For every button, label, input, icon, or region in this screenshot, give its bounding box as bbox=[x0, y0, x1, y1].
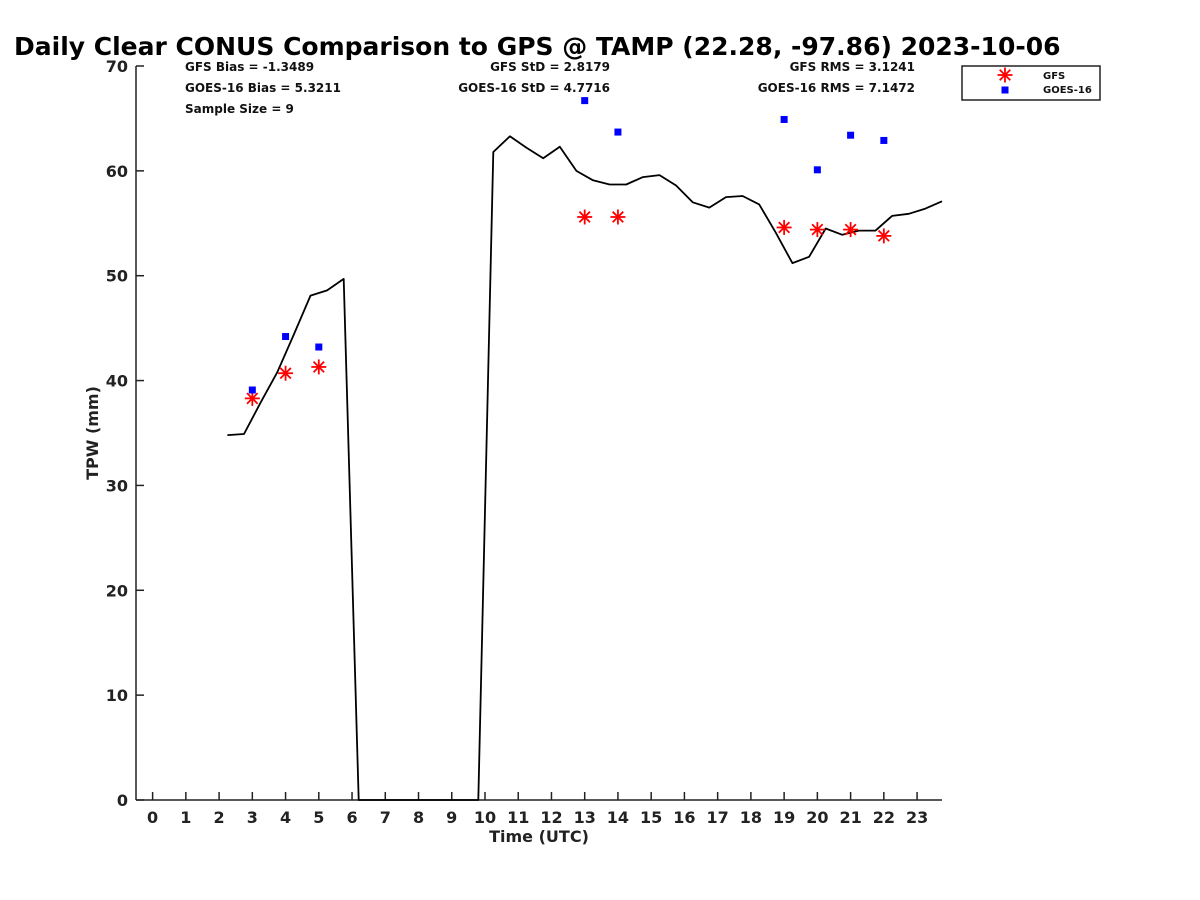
gfs-point bbox=[577, 209, 593, 225]
legend-goes16-label: GOES-16 bbox=[1043, 85, 1092, 96]
gfs-point-stroke bbox=[778, 221, 791, 234]
plot-area bbox=[227, 97, 943, 801]
legend-gfs-asterisk-stroke bbox=[999, 69, 1011, 81]
goes16-point bbox=[813, 166, 821, 174]
gfs-point bbox=[876, 228, 892, 244]
goes16-point bbox=[315, 343, 323, 351]
gfs-point-stroke bbox=[844, 223, 857, 236]
y-tick-label-10: 10 bbox=[106, 686, 128, 705]
goes16-point bbox=[780, 115, 788, 123]
gfs-bias-label: GFS Bias = -1.3489 bbox=[185, 60, 314, 74]
gfs-rms-label: GFS RMS = 3.1241 bbox=[790, 60, 915, 74]
legend-gfs-marker bbox=[997, 67, 1013, 83]
x-tick-label-21: 21 bbox=[839, 808, 861, 827]
goes16-point bbox=[282, 333, 290, 341]
x-tick-label-11: 11 bbox=[507, 808, 529, 827]
legend-goes16-square bbox=[1001, 86, 1009, 94]
x-tick-label-13: 13 bbox=[574, 808, 596, 827]
y-tick-label-0: 0 bbox=[117, 791, 128, 810]
goes16-point bbox=[880, 136, 888, 144]
y-tick-label-50: 50 bbox=[106, 267, 128, 286]
y-axis-label: TPW (mm) bbox=[83, 386, 102, 480]
gfs-point bbox=[843, 222, 859, 238]
sample-size-label: Sample Size = 9 bbox=[185, 102, 294, 116]
gps-tpw-line bbox=[227, 135, 943, 801]
goes-rms-label: GOES-16 RMS = 7.1472 bbox=[758, 81, 915, 95]
y-tick-label-20: 20 bbox=[106, 581, 128, 600]
x-tick-label-7: 7 bbox=[380, 808, 391, 827]
gfs-point-stroke bbox=[246, 392, 259, 405]
x-tick-label-22: 22 bbox=[873, 808, 895, 827]
goes-std-label: GOES-16 StD = 4.7716 bbox=[458, 81, 610, 95]
x-tick-label-9: 9 bbox=[446, 808, 457, 827]
gfs-point bbox=[278, 365, 294, 381]
stats-block: GFS Bias = -1.3489 GOES-16 Bias = 5.3211… bbox=[185, 60, 915, 116]
gfs-point bbox=[244, 390, 260, 406]
y-tick-label-60: 60 bbox=[106, 162, 128, 181]
gfs-point-stroke bbox=[279, 367, 292, 380]
gfs-point-stroke bbox=[611, 211, 624, 223]
x-tick-label-2: 2 bbox=[214, 808, 225, 827]
x-tick-label-4: 4 bbox=[280, 808, 291, 827]
goes16-point bbox=[847, 131, 855, 139]
goes16-point bbox=[581, 97, 589, 105]
x-tick-label-5: 5 bbox=[313, 808, 324, 827]
x-tick-label-1: 1 bbox=[180, 808, 191, 827]
x-tick-label-17: 17 bbox=[707, 808, 729, 827]
gfs-point-stroke bbox=[811, 223, 824, 236]
gfs-point-stroke bbox=[578, 211, 591, 223]
x-tick-label-0: 0 bbox=[147, 808, 158, 827]
legend-gfs-label: GFS bbox=[1043, 71, 1065, 82]
y-tick-label-40: 40 bbox=[106, 372, 128, 391]
y-tick-label-30: 30 bbox=[106, 476, 128, 495]
x-ticks: 0 1 2 3 4 5 6 7 8 9 10 11 12 13 14 15 16 17 18 19 20 21 22 23 bbox=[147, 792, 928, 827]
gfs-point bbox=[610, 209, 626, 225]
x-tick-label-14: 14 bbox=[607, 808, 629, 827]
gfs-point bbox=[809, 222, 825, 238]
x-tick-label-19: 19 bbox=[773, 808, 795, 827]
goes16-point bbox=[248, 386, 256, 394]
y-tick-label-70: 70 bbox=[106, 57, 128, 76]
gfs-point bbox=[776, 219, 792, 235]
legend-goes16-marker bbox=[1001, 86, 1009, 94]
legend-gfs-asterisk bbox=[997, 67, 1013, 83]
x-tick-label-6: 6 bbox=[346, 808, 357, 827]
x-axis-label: Time (UTC) bbox=[489, 827, 589, 846]
x-tick-label-10: 10 bbox=[474, 808, 496, 827]
goes-bias-label: GOES-16 Bias = 5.3211 bbox=[185, 81, 341, 95]
x-tick-label-3: 3 bbox=[247, 808, 258, 827]
gfs-point-stroke bbox=[312, 361, 325, 373]
x-tick-label-15: 15 bbox=[640, 808, 662, 827]
x-tick-label-16: 16 bbox=[673, 808, 695, 827]
x-tick-label-20: 20 bbox=[806, 808, 828, 827]
gfs-point-stroke bbox=[877, 229, 890, 242]
y-ticks: 0 10 20 30 40 50 60 70 bbox=[106, 57, 144, 810]
x-tick-label-18: 18 bbox=[740, 808, 762, 827]
x-tick-label-12: 12 bbox=[540, 808, 562, 827]
legend-box bbox=[961, 65, 1101, 101]
legend: GFS GOES-16 bbox=[961, 65, 1101, 101]
gfs-std-label: GFS StD = 2.8179 bbox=[490, 60, 610, 74]
x-tick-label-23: 23 bbox=[906, 808, 928, 827]
gfs-point bbox=[311, 359, 327, 375]
goes16-point bbox=[614, 128, 622, 136]
chart-title: Daily Clear CONUS Comparison to GPS @ TA… bbox=[14, 32, 1061, 61]
x-tick-label-8: 8 bbox=[413, 808, 424, 827]
axes bbox=[135, 66, 942, 801]
